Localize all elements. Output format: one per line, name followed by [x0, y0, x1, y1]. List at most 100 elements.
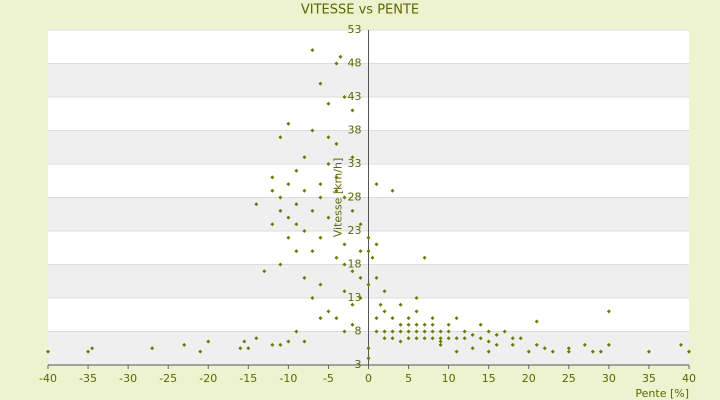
x-tick-label: -40	[39, 372, 57, 385]
data-point	[318, 182, 323, 187]
data-point	[438, 329, 443, 334]
data-point	[342, 329, 347, 334]
x-tick-label: 30	[602, 372, 616, 385]
data-point	[566, 346, 571, 351]
x-tick-label: -10	[279, 372, 297, 385]
x-tick-label: 15	[482, 372, 496, 385]
y-tick-label: 8	[355, 325, 362, 338]
data-point	[598, 349, 603, 354]
data-point	[550, 349, 555, 354]
data-point	[334, 255, 339, 260]
data-point	[334, 316, 339, 321]
data-point	[342, 289, 347, 294]
data-point	[358, 296, 363, 300]
data-point	[382, 336, 387, 341]
data-point	[678, 342, 683, 347]
data-point	[382, 289, 387, 294]
data-point	[390, 329, 395, 334]
x-tick-label: -35	[79, 372, 97, 385]
data-point	[422, 255, 427, 260]
data-point	[302, 339, 307, 344]
data-point	[302, 188, 307, 193]
y-tick-label: 38	[348, 124, 362, 137]
y-tick-label: 13	[348, 291, 362, 304]
data-point	[294, 222, 299, 227]
data-point	[294, 329, 299, 334]
data-point	[350, 108, 355, 113]
data-point	[286, 339, 291, 344]
data-point	[350, 322, 355, 327]
data-point	[294, 168, 299, 173]
data-point	[446, 322, 451, 327]
data-point	[270, 222, 275, 227]
x-tick-label: 35	[642, 372, 656, 385]
x-axis-label: Pente [%]	[635, 387, 689, 400]
y-tick-label: 53	[348, 23, 362, 36]
data-point	[150, 346, 155, 351]
data-point	[398, 302, 403, 307]
data-point	[502, 329, 507, 334]
x-tick-label: 40	[682, 372, 696, 385]
data-point	[262, 269, 267, 274]
data-point	[278, 208, 283, 213]
data-point	[398, 329, 403, 334]
data-point	[270, 188, 275, 193]
data-point	[430, 336, 435, 341]
data-point	[422, 322, 427, 327]
data-point	[606, 309, 611, 314]
data-point	[334, 175, 339, 180]
data-point	[278, 262, 283, 267]
data-point	[318, 195, 323, 200]
data-point	[486, 329, 491, 334]
data-point	[446, 336, 451, 341]
data-point	[470, 332, 475, 337]
data-point	[46, 349, 50, 354]
data-point	[270, 342, 275, 347]
data-point	[582, 342, 587, 347]
data-point	[90, 346, 95, 351]
data-point	[590, 349, 595, 354]
data-point	[198, 349, 203, 354]
data-point	[454, 316, 459, 321]
data-point	[486, 349, 491, 354]
data-point	[334, 188, 339, 193]
data-point	[310, 208, 315, 213]
data-point	[534, 342, 539, 347]
data-point	[318, 235, 323, 240]
data-point	[534, 319, 539, 324]
data-point	[294, 202, 299, 207]
y-tick-label: 23	[348, 224, 362, 237]
data-point	[606, 342, 611, 347]
data-point	[390, 336, 395, 341]
data-point	[238, 346, 243, 351]
data-point	[310, 296, 315, 300]
data-point	[342, 95, 347, 99]
data-point	[414, 296, 419, 300]
data-point	[406, 329, 411, 334]
data-point	[302, 229, 307, 233]
data-point	[366, 235, 371, 240]
data-point	[366, 282, 371, 287]
data-point	[350, 155, 355, 160]
x-tick-label: 20	[522, 372, 536, 385]
data-point	[430, 322, 435, 327]
data-point	[326, 215, 331, 220]
data-point	[378, 302, 383, 307]
data-point	[446, 329, 451, 334]
chart-title: VITESSE vs PENTE	[301, 3, 419, 18]
data-point	[310, 249, 315, 254]
data-point	[374, 182, 379, 187]
data-point	[478, 336, 483, 341]
x-tick-label: 0	[365, 372, 372, 385]
data-point	[370, 255, 375, 260]
data-point	[494, 342, 499, 347]
data-point	[390, 316, 395, 321]
data-point	[454, 336, 459, 341]
data-point	[366, 249, 371, 254]
data-point	[382, 309, 387, 314]
data-point	[510, 342, 515, 347]
data-point	[302, 275, 307, 280]
x-tick-label: 10	[442, 372, 456, 385]
x-tick-label: 5	[405, 372, 412, 385]
